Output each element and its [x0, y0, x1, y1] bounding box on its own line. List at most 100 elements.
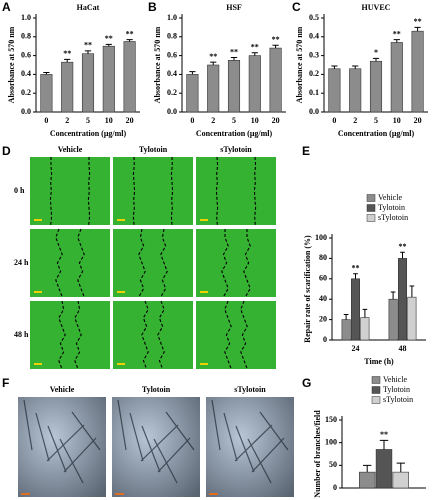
scratch-edge: [215, 156, 219, 226]
y-tick-label: 0.8: [167, 32, 177, 41]
bar: [358, 471, 376, 489]
legend-swatch: [371, 396, 381, 404]
scratch-edge: [157, 300, 165, 370]
error-bar: [64, 58, 71, 63]
panel-letter: B: [148, 0, 157, 14]
legend-label: Vehicle: [383, 375, 407, 384]
error-bar: [126, 39, 133, 42]
legend-swatch: [366, 214, 376, 222]
bar: [328, 68, 341, 113]
image-texture: [30, 301, 110, 369]
panel-letter: E: [302, 144, 310, 158]
error-bar: [343, 314, 349, 320]
scale-bar: [34, 219, 42, 221]
scale-bar: [21, 493, 30, 495]
x-tick-label: 2: [65, 116, 69, 125]
bar: [102, 45, 115, 113]
column-label: Vehicle: [50, 385, 75, 394]
column-label: Tylotoin: [139, 145, 168, 154]
y-tick-label: 0: [333, 483, 337, 492]
column-label: Tylotoin: [142, 385, 171, 394]
error-bar: [43, 72, 50, 75]
image-texture: [196, 301, 276, 369]
x-axis-label: Concentration (μg/ml): [338, 129, 415, 138]
y-tick-label: 0.6: [167, 50, 177, 59]
bar: [269, 47, 282, 113]
significance: **: [399, 242, 407, 251]
scratch-image: [196, 229, 276, 297]
bar: [123, 41, 136, 113]
image-texture: [113, 301, 193, 369]
legend-swatch: [366, 204, 376, 212]
error-bar: [372, 57, 380, 62]
bar: [369, 60, 383, 113]
error-bar: [353, 273, 358, 279]
scale-bar: [34, 291, 42, 293]
scratch-edge: [74, 300, 82, 370]
scale-bar: [209, 493, 218, 495]
y-tick-label: 0.3: [309, 50, 319, 59]
scratch-edge: [87, 157, 91, 226]
bar: [248, 55, 261, 113]
y-tick-label: 80: [319, 253, 327, 262]
x-tick-label: 5: [86, 116, 90, 125]
bar: [411, 30, 424, 113]
y-tick-label: 0.0: [167, 107, 177, 116]
error-bar: [390, 291, 396, 300]
error-bar: [396, 462, 405, 473]
bar: [81, 53, 95, 113]
significance: **: [393, 29, 401, 38]
y-axis-label: Repair rate of scarification (%): [303, 235, 312, 343]
bar: [350, 278, 360, 341]
y-tick-label: 60: [319, 274, 327, 283]
x-tick-label: 0: [332, 116, 336, 125]
y-tick-label: 0.0: [21, 107, 31, 116]
scale-bar: [117, 363, 125, 365]
x-tick-label: 0: [44, 116, 48, 125]
y-tick-label: 0.5: [309, 13, 319, 22]
image-texture: [113, 157, 193, 225]
legend-label: Vehicle: [378, 193, 402, 202]
significance: **: [126, 29, 134, 38]
column-label: Vehicle: [58, 145, 83, 154]
bar: [392, 471, 409, 489]
scratch-edge: [253, 156, 257, 226]
legend-swatch: [366, 194, 376, 202]
scratch-edge: [160, 228, 168, 298]
x-tick-label: 10: [393, 116, 401, 125]
scratch-edge: [141, 300, 149, 370]
scale-bar: [200, 291, 208, 293]
scratch-edge: [170, 156, 174, 226]
scale-bar: [117, 219, 125, 221]
y-axis-label: Absorbance at 570 nm: [295, 26, 304, 103]
row-label: 0 h: [14, 186, 25, 195]
significance: **: [230, 47, 238, 56]
bar: [227, 59, 241, 113]
panel-letter: C: [292, 0, 301, 14]
image-texture: [30, 229, 110, 297]
x-tick-label: 0: [190, 116, 194, 125]
x-axis-label: Concentration (μg/ml): [196, 129, 273, 138]
x-tick-label: 24: [352, 344, 360, 353]
scratch-image: [196, 301, 276, 369]
chart-title: HSF: [226, 3, 242, 12]
legend-label: sTylotoin: [383, 395, 413, 404]
y-tick-label: 0.1: [309, 88, 319, 97]
y-tick-label: 0.2: [21, 88, 31, 97]
error-bar: [210, 61, 217, 65]
image-texture: [30, 157, 110, 225]
significance: **: [352, 264, 360, 273]
row-label: 24 h: [14, 258, 29, 267]
y-tick-label: 0.2: [309, 69, 319, 78]
scale-bar: [115, 493, 124, 495]
bar: [207, 64, 220, 113]
error-bar: [400, 251, 405, 259]
y-tick-label: 0: [323, 335, 327, 344]
column-label: sTylotoin: [234, 385, 266, 394]
error-bar: [251, 52, 258, 56]
scratch-edge: [132, 156, 136, 226]
error-bar: [189, 71, 196, 75]
row-label: 48 h: [14, 330, 29, 339]
bar: [375, 449, 393, 489]
